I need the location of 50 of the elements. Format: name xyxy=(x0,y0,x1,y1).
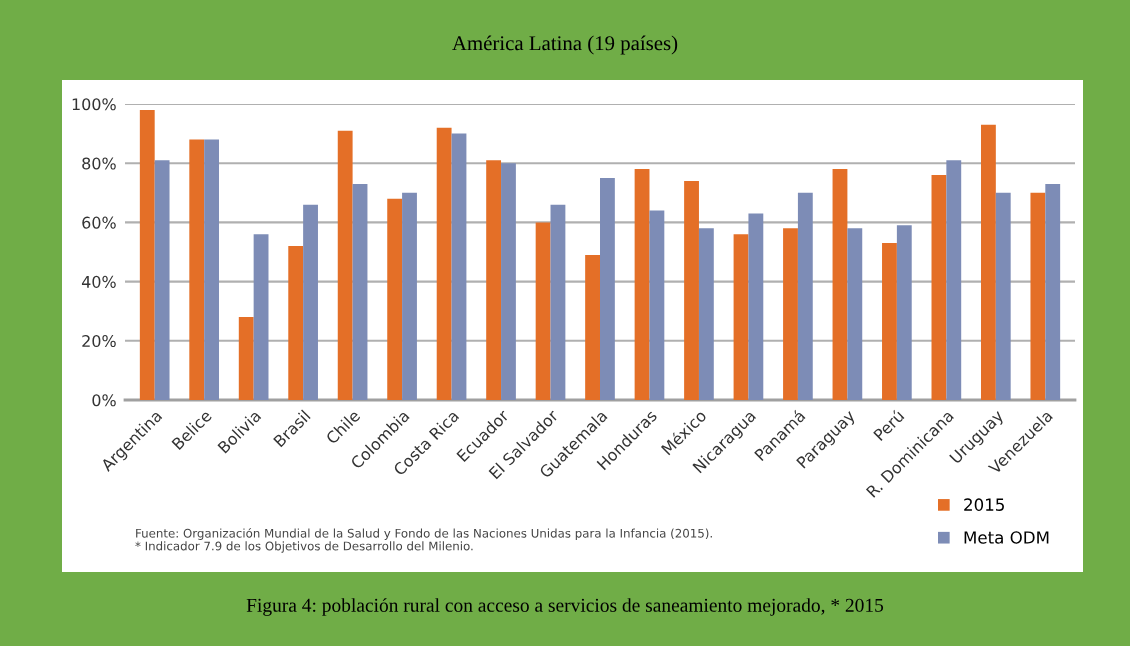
bar xyxy=(995,192,1011,400)
chart-title: América Latina (19 países) xyxy=(452,35,678,55)
bar xyxy=(698,228,714,400)
bar xyxy=(684,180,699,400)
bar xyxy=(896,225,912,400)
y-tick-label: 100% xyxy=(72,98,116,111)
source-note: Fuente: Organización Mundial de la Salud y Fondo de las Naciones Unidas para la Infancia (2015). xyxy=(136,528,712,540)
y-tick-label: 60% xyxy=(82,216,116,229)
y-tick-label: 80% xyxy=(82,157,116,170)
text: Figura 4: población rural con acceso a servicios de saneamiento mejorado, * 2015 xyxy=(246,598,884,616)
bar xyxy=(585,254,600,400)
bar xyxy=(783,228,798,400)
bar xyxy=(634,169,650,400)
y-tick-label: 20% xyxy=(82,335,116,348)
bar xyxy=(486,160,502,400)
bar xyxy=(451,133,467,400)
bar xyxy=(303,204,318,400)
bar xyxy=(1030,192,1046,400)
bar xyxy=(748,213,764,400)
bar xyxy=(797,192,813,400)
bar xyxy=(733,234,749,400)
bar xyxy=(550,204,566,400)
bar xyxy=(189,139,205,400)
bar xyxy=(402,192,417,400)
bar xyxy=(600,178,615,400)
text: * Indicador 7.9 de los Objetivos de Desarrollo del Milenio. xyxy=(135,541,473,553)
bar xyxy=(882,243,897,400)
bar xyxy=(501,163,516,400)
bar xyxy=(649,210,665,400)
bar xyxy=(154,160,170,400)
bar xyxy=(387,198,403,400)
bar xyxy=(931,175,947,400)
bar xyxy=(1045,183,1061,400)
bar xyxy=(535,222,551,400)
bar xyxy=(139,109,155,400)
bar xyxy=(204,139,220,400)
bar xyxy=(436,127,452,400)
legend-label: Meta ODM xyxy=(964,531,1049,544)
bar xyxy=(337,130,353,400)
bar xyxy=(288,246,304,400)
bar xyxy=(253,234,269,400)
legend-label: 2015 xyxy=(964,498,1004,511)
bar xyxy=(352,183,368,400)
y-tick-label: 0% xyxy=(92,394,116,407)
bar xyxy=(980,124,996,400)
bar xyxy=(832,169,848,400)
bar xyxy=(847,228,863,400)
bar xyxy=(238,317,254,400)
y-tick-label: 40% xyxy=(81,275,116,288)
bar xyxy=(946,160,962,400)
